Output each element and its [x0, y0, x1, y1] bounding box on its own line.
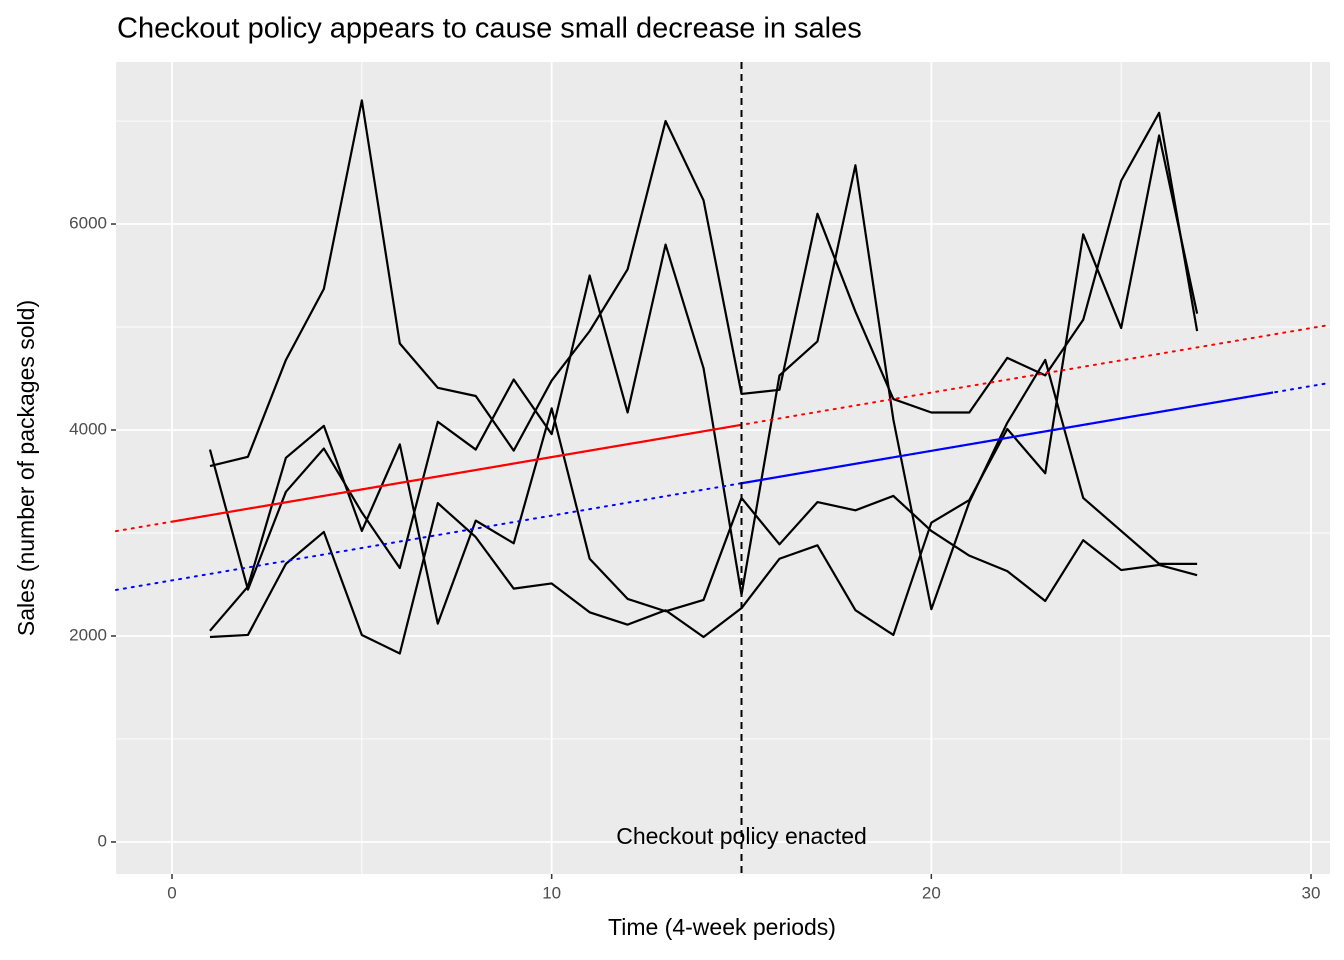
x-axis-label: Time (4-week periods) — [608, 914, 836, 940]
panel — [116, 62, 1330, 874]
y-axis-label: Sales (number of packages sold) — [13, 300, 39, 636]
x-tick-label: 20 — [922, 883, 941, 902]
x-tick-label: 10 — [542, 883, 561, 902]
x-tick-label: 30 — [1302, 883, 1321, 902]
trend-line — [741, 391, 1274, 485]
y-tick-label: 2000 — [69, 625, 107, 644]
trend-line — [171, 423, 742, 523]
annotation: Checkout policy enacted — [616, 823, 867, 849]
chart-title: Checkout policy appears to cause small d… — [117, 13, 862, 45]
x-tick-label: 0 — [167, 883, 176, 902]
y-tick-label: 0 — [98, 831, 107, 850]
series-line — [209, 134, 1199, 655]
y-tick-label: 6000 — [69, 213, 107, 232]
y-tick-label: 4000 — [69, 419, 107, 438]
series-line — [208, 164, 1198, 611]
series-line — [209, 407, 1198, 632]
series-line — [209, 99, 1199, 468]
